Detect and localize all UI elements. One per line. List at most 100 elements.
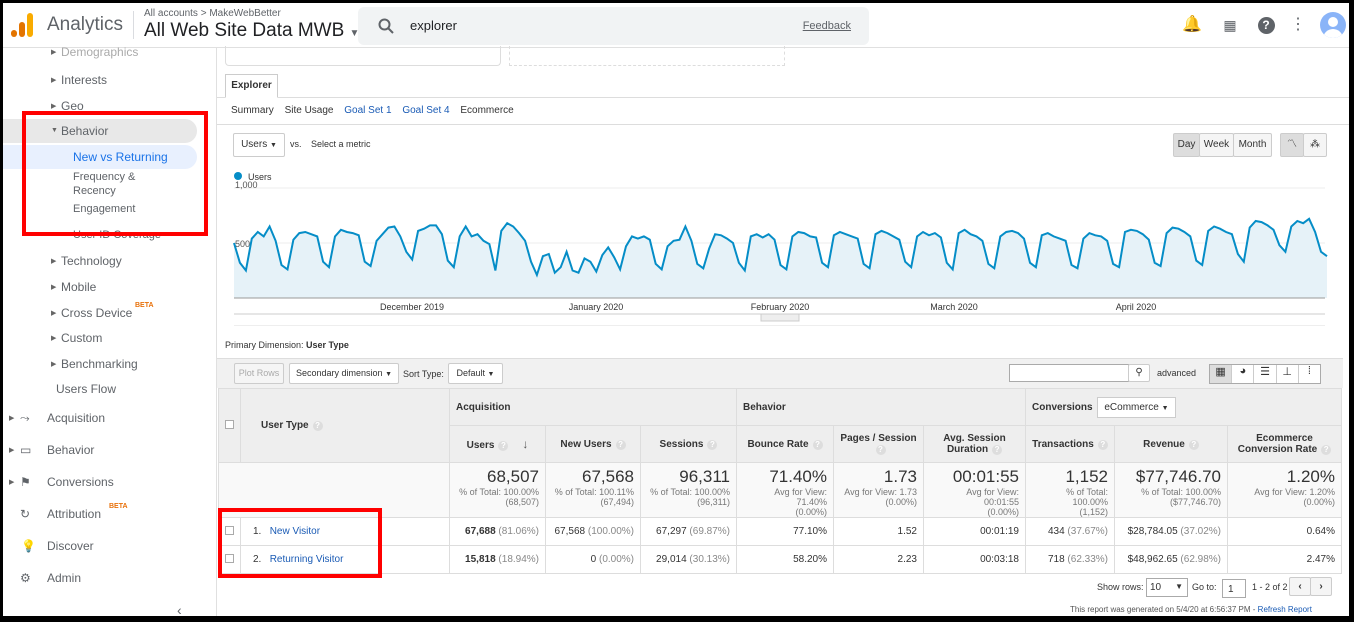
tab-explorer[interactable]: Explorer <box>225 74 278 98</box>
cell-value: 2.23 <box>897 554 917 565</box>
table-filter-input[interactable] <box>1009 364 1129 382</box>
select-all-checkbox[interactable] <box>218 388 241 463</box>
y-tick-label: 500 <box>235 239 250 249</box>
pie-chart-icon[interactable]: ◕ <box>1232 365 1255 383</box>
more-vert-icon[interactable]: ⋮ <box>1290 16 1306 33</box>
comparison-icon[interactable]: ⊥ <box>1277 365 1299 383</box>
primary-dimension-value[interactable]: User Type <box>306 340 349 350</box>
conversions-select[interactable]: eCommerce ▼ <box>1097 396 1176 418</box>
subtab-ecommerce[interactable]: Ecommerce <box>460 105 514 116</box>
next-page-button[interactable]: › <box>1310 577 1332 596</box>
column-header-ecommerce-conversion-rate[interactable]: Ecommerce Conversion Rate? <box>1227 425 1342 463</box>
label: New vs Returning <box>73 150 168 164</box>
cell-value: 77.10% <box>793 526 827 537</box>
subtab-site-usage[interactable]: Site Usage <box>284 105 334 116</box>
total-sub: % of Total: 100.00% <box>650 487 730 497</box>
help-icon[interactable]: ? <box>615 439 626 450</box>
cell: $28,784.05 (37.02%) <box>1114 517 1228 546</box>
column-header-sessions[interactable]: Sessions? <box>640 425 737 463</box>
show-rows-select[interactable]: 10 ▼ <box>1146 578 1188 597</box>
sidebar-item-new-vs-returning[interactable]: New vs Returning <box>3 145 197 169</box>
total-sub: ($77,746.70) <box>1169 497 1221 507</box>
label: Secondary dimension <box>295 368 383 378</box>
cell-percent: (62.33%) <box>1067 554 1108 565</box>
property-selector[interactable]: All Web Site Data MWB ▼ <box>144 20 359 42</box>
help-icon[interactable]: ? <box>498 441 509 451</box>
advanced-link[interactable]: advanced <box>1157 368 1197 378</box>
help-icon[interactable]: ? <box>1188 439 1199 450</box>
secondary-dimension-select[interactable]: Secondary dimension ▼ <box>289 363 399 384</box>
summary-card-placeholder <box>509 46 785 66</box>
highlight-box-sidebar <box>22 111 208 236</box>
total-sub: (67,494) <box>600 497 634 507</box>
pivot-icon[interactable]: ⁞ <box>1307 365 1311 377</box>
cell-percent: (30.13%) <box>689 554 730 565</box>
sidebar-item-behavior[interactable]: ▼ Behavior <box>3 119 197 143</box>
column-header-new-users[interactable]: New Users? <box>545 425 641 463</box>
motion-chart-icon[interactable]: ⁂ <box>1303 133 1327 157</box>
column-header-users[interactable]: Users? ↓ <box>449 425 546 463</box>
total-sub: (96,311) <box>697 497 730 507</box>
help-icon[interactable]: ? <box>1321 445 1332 455</box>
breadcrumb[interactable]: All accounts > MakeWebBetter <box>144 8 281 19</box>
user-type-link[interactable]: New Visitor <box>269 526 321 537</box>
search-input[interactable]: explorer <box>410 18 457 33</box>
avatar[interactable] <box>1320 12 1346 38</box>
feedback-link[interactable]: Feedback <box>802 20 851 32</box>
help-icon[interactable]: ? <box>707 439 718 450</box>
column-header-user-type[interactable]: User Type? <box>240 388 450 463</box>
caret-down-icon: ▼ <box>487 371 495 378</box>
column-header-bounce-rate[interactable]: Bounce Rate? <box>736 425 834 463</box>
bell-icon[interactable]: 🔔 <box>1182 16 1202 33</box>
cell: 67,297 (69.87%) <box>640 517 737 546</box>
cell-value: 0 <box>590 554 597 565</box>
total-value: 1,152 <box>1065 467 1108 486</box>
column-header-transactions[interactable]: Transactions? <box>1025 425 1115 463</box>
sort-arrow-icon[interactable]: ↓ <box>522 437 529 451</box>
refresh-report-link[interactable]: Refresh Report <box>1257 605 1312 614</box>
legend-label: Users <box>248 172 272 182</box>
performance-icon[interactable]: ☰ <box>1254 365 1277 383</box>
help-icon[interactable]: ? <box>992 445 1003 455</box>
column-header-revenue[interactable]: Revenue? <box>1114 425 1228 463</box>
users-series-line <box>233 217 1328 278</box>
sort-type-select[interactable]: Default ▼ <box>448 363 503 384</box>
cell: 718 (62.33%) <box>1025 545 1115 574</box>
user-type-link[interactable]: Returning Visitor <box>269 554 344 565</box>
collapse-sidebar-icon[interactable]: ‹ <box>177 602 182 616</box>
apps-grid-icon[interactable]: ▦ <box>1223 17 1237 33</box>
metric-select[interactable]: Users ▼ <box>233 133 285 157</box>
search-icon[interactable]: ⚲ <box>1128 364 1150 382</box>
cell-value: 67,568 <box>554 526 586 537</box>
help-icon[interactable]: ? <box>812 439 823 450</box>
total-sub: (0.00%) <box>1303 497 1335 507</box>
period-week-button[interactable]: Week <box>1199 133 1234 157</box>
subtab-goal-set-4[interactable]: Goal Set 4 <box>402 105 450 116</box>
help-icon[interactable]: ? <box>875 445 886 455</box>
column-header-pages-session[interactable]: Pages / Session? <box>833 425 924 463</box>
select-metric-link[interactable]: Select a metric <box>311 139 371 149</box>
brand-name: Analytics <box>47 14 124 35</box>
chart-resize-handle <box>760 313 800 322</box>
subtab-goal-set-1[interactable]: Goal Set 1 <box>344 105 392 116</box>
goto-input[interactable]: 1 <box>1222 579 1246 598</box>
row-index: 2. <box>253 554 262 565</box>
label: Transactions <box>1032 438 1094 450</box>
view-switcher: ▦ ◕ ☰ ⊥ ⁞ <box>1209 364 1321 384</box>
period-day-button[interactable]: Day <box>1173 133 1200 157</box>
data-table-icon[interactable]: ▦ <box>1210 365 1233 383</box>
label: User Type <box>261 420 309 431</box>
prev-page-button[interactable]: ‹ <box>1289 577 1311 596</box>
column-header-avg-session-duration[interactable]: Avg. Session Duration? <box>923 425 1026 463</box>
plot-rows-button[interactable]: Plot Rows <box>234 363 284 384</box>
search-bar[interactable]: explorer Feedback <box>358 7 869 45</box>
help-icon[interactable]: ? <box>312 421 323 431</box>
label: Interests <box>61 73 108 87</box>
cell-percent: (81.06%) <box>498 526 539 537</box>
label: Pages / Session <box>840 433 917 444</box>
help-icon[interactable]: ? <box>1097 439 1108 450</box>
subtab-summary[interactable]: Summary <box>231 105 274 116</box>
period-month-button[interactable]: Month <box>1233 133 1272 157</box>
help-icon[interactable]: ? <box>1256 15 1276 35</box>
